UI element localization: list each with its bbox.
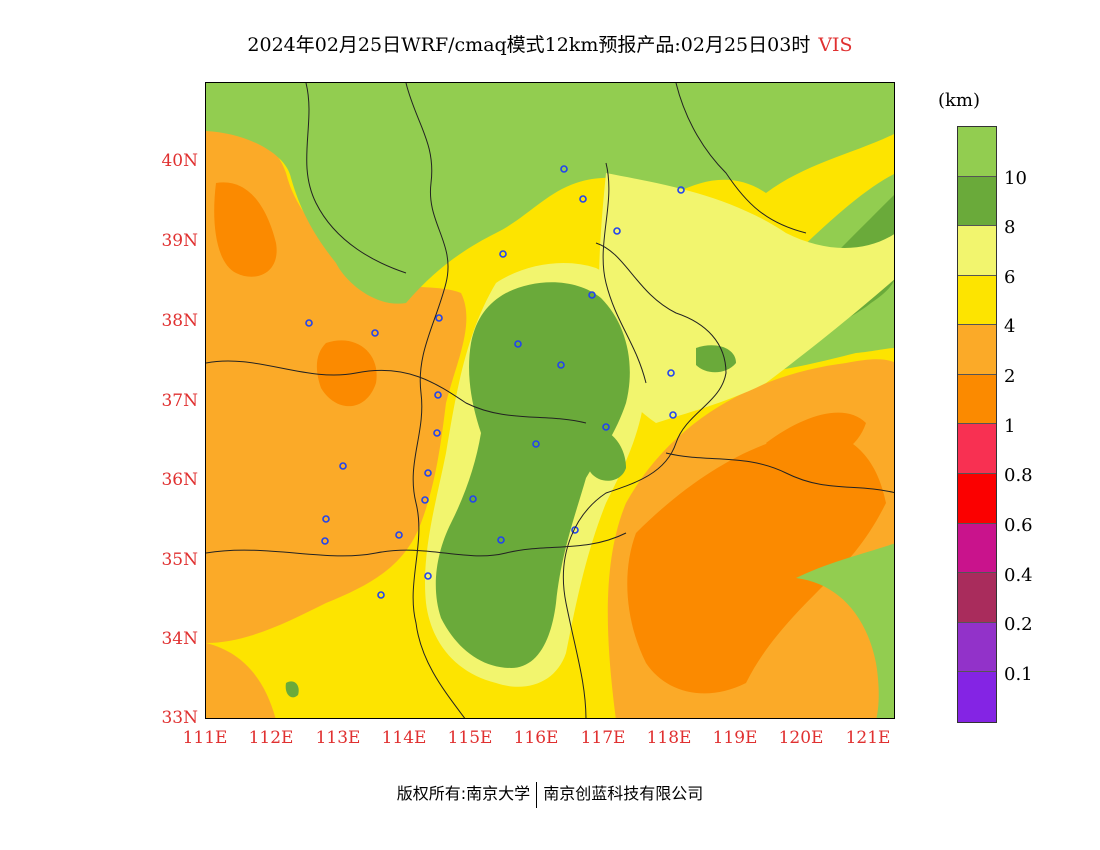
legend-label: 0.2 bbox=[1004, 614, 1033, 635]
legend-swatch bbox=[958, 622, 996, 673]
legend-unit: (km) bbox=[938, 90, 981, 111]
legend-swatch bbox=[958, 424, 996, 475]
lat-label-40n: 40N bbox=[161, 151, 198, 171]
legend-swatch bbox=[958, 474, 996, 524]
city-marker bbox=[377, 591, 385, 599]
lat-label-33n: 33N bbox=[161, 708, 198, 728]
legend-label: 4 bbox=[1004, 316, 1016, 337]
city-marker bbox=[424, 572, 432, 580]
legend-label: 0.1 bbox=[1004, 664, 1033, 685]
vis-band-8-10-small bbox=[581, 427, 626, 481]
legend-label: 10 bbox=[1004, 168, 1027, 189]
footer-separator bbox=[536, 781, 538, 808]
city-marker bbox=[497, 536, 505, 544]
legend-swatch bbox=[958, 226, 996, 276]
city-marker bbox=[433, 429, 441, 437]
lon-label-116e: 116E bbox=[513, 728, 559, 748]
visibility-map bbox=[205, 82, 895, 719]
city-marker bbox=[469, 495, 477, 503]
city-marker bbox=[339, 462, 347, 470]
city-marker bbox=[560, 165, 568, 173]
map-svg bbox=[206, 83, 894, 718]
legend-swatch bbox=[958, 325, 996, 375]
lon-label-119e: 119E bbox=[712, 728, 758, 748]
legend-label: 6 bbox=[1004, 267, 1016, 288]
city-marker bbox=[677, 186, 685, 194]
lon-label-120e: 120E bbox=[778, 728, 824, 748]
lat-label-36n: 36N bbox=[161, 470, 198, 490]
province-boundaries bbox=[206, 83, 894, 718]
legend-label: 0.6 bbox=[1004, 515, 1033, 536]
city-marker bbox=[305, 319, 313, 327]
city-marker bbox=[669, 411, 677, 419]
legend-swatch bbox=[958, 573, 996, 623]
city-marker bbox=[421, 496, 429, 504]
legend-label: 0.4 bbox=[1004, 565, 1033, 586]
legend-label: 0.8 bbox=[1004, 465, 1033, 486]
city-marker bbox=[588, 291, 596, 299]
lon-label-113e: 113E bbox=[315, 728, 361, 748]
legend-swatch bbox=[958, 672, 996, 722]
city-marker bbox=[371, 329, 379, 337]
vis-band-1-2-east bbox=[627, 432, 886, 694]
lon-label-118e: 118E bbox=[646, 728, 692, 748]
chart-title: 2024年02月25日WRF/cmaq模式12km预报产品:02月25日03时 V… bbox=[0, 30, 1100, 57]
lat-label-34n: 34N bbox=[161, 629, 198, 649]
vis-band-8-10-central bbox=[435, 282, 630, 668]
city-marker bbox=[602, 423, 610, 431]
vis-band-6-8-northeast bbox=[598, 173, 894, 423]
title-main: 2024年02月25日WRF/cmaq模式12km预报产品:02月25日03时 bbox=[247, 34, 811, 56]
legend-swatch bbox=[958, 176, 996, 227]
city-marker bbox=[395, 531, 403, 539]
copyright-right: 南京创蓝科技有限公司 bbox=[543, 784, 704, 803]
legend-label: 8 bbox=[1004, 217, 1016, 238]
lat-label-39n: 39N bbox=[161, 231, 198, 251]
legend-colorbar bbox=[957, 126, 997, 723]
vis-band-10-plus-southeast bbox=[796, 543, 894, 718]
lat-label-35n: 35N bbox=[161, 550, 198, 570]
vis-band-1-2-west bbox=[214, 182, 277, 277]
city-marker bbox=[321, 537, 329, 545]
copyright-left: 版权所有:南京大学 bbox=[396, 784, 531, 803]
lat-label-37n: 37N bbox=[161, 391, 198, 411]
city-marker bbox=[499, 250, 507, 258]
lon-label-114e: 114E bbox=[381, 728, 427, 748]
vis-band-1-2-northeast bbox=[766, 412, 866, 460]
city-marker bbox=[424, 469, 432, 477]
legend-swatch bbox=[958, 374, 996, 425]
lon-label-112e: 112E bbox=[248, 728, 294, 748]
city-marker bbox=[579, 195, 587, 203]
lat-label-38n: 38N bbox=[161, 311, 198, 331]
lon-label-121e: 121E bbox=[845, 728, 891, 748]
city-marker bbox=[557, 361, 565, 369]
lon-label-115e: 115E bbox=[447, 728, 493, 748]
city-marker bbox=[514, 340, 522, 348]
legend-swatch bbox=[958, 127, 996, 177]
vis-band-10-plus-north bbox=[206, 83, 894, 304]
lon-label-111e: 111E bbox=[182, 728, 228, 748]
legend-label: 1 bbox=[1004, 416, 1016, 437]
city-marker bbox=[322, 515, 330, 523]
legend-label: 2 bbox=[1004, 366, 1016, 387]
vis-band-8-10-sw-spot bbox=[285, 681, 299, 698]
city-marker bbox=[613, 227, 621, 235]
legend-swatch bbox=[958, 523, 996, 574]
title-variable: VIS bbox=[818, 34, 853, 56]
city-marker bbox=[435, 314, 443, 322]
legend-swatch bbox=[958, 275, 996, 326]
vis-band-1-2-west-b bbox=[316, 340, 377, 407]
city-marker bbox=[667, 369, 675, 377]
city-marker bbox=[434, 391, 442, 399]
vis-band-2-4-sw bbox=[206, 643, 276, 718]
copyright-footer: 版权所有:南京大学 南京创蓝科技有限公司 bbox=[0, 780, 1100, 808]
lon-label-117e: 117E bbox=[580, 728, 626, 748]
city-marker bbox=[532, 440, 540, 448]
